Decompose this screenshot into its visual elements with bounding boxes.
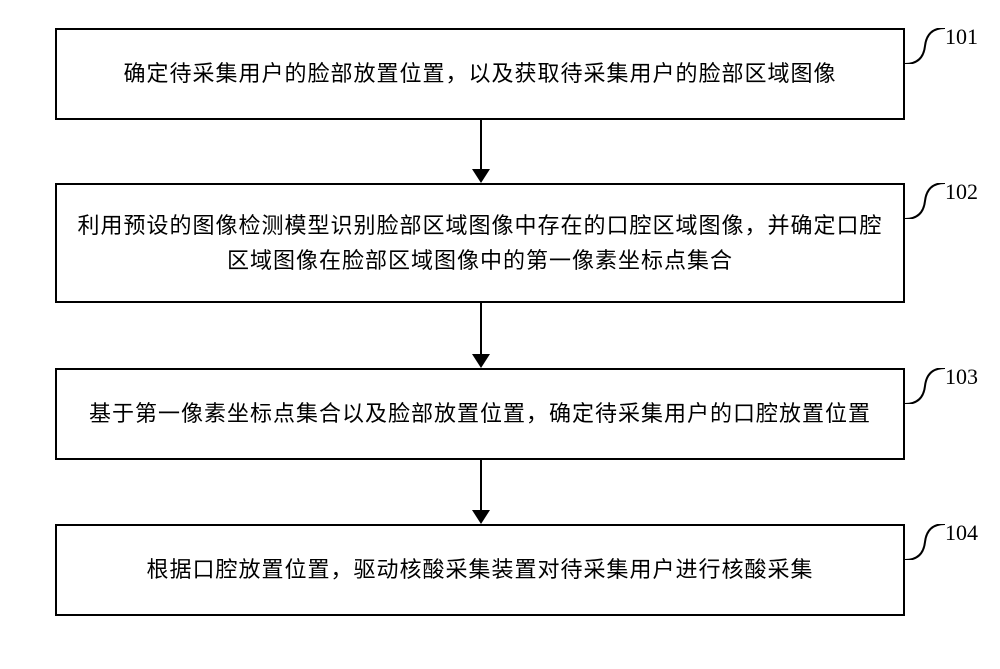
flow-arrow-line: [480, 460, 482, 510]
flow-arrow-head: [472, 169, 490, 183]
label-bracket: [905, 28, 945, 64]
flow-node-n4: 根据口腔放置位置，驱动核酸采集装置对待采集用户进行核酸采集: [55, 524, 905, 616]
flow-node-n3: 基于第一像素坐标点集合以及脸部放置位置，确定待采集用户的口腔放置位置: [55, 368, 905, 460]
label-bracket: [905, 368, 945, 404]
flow-node-text: 基于第一像素坐标点集合以及脸部放置位置，确定待采集用户的口腔放置位置: [89, 396, 871, 431]
flow-node-text: 根据口腔放置位置，驱动核酸采集装置对待采集用户进行核酸采集: [146, 552, 813, 587]
flow-node-n2: 利用预设的图像检测模型识别脸部区域图像中存在的口腔区域图像，并确定口腔区域图像在…: [55, 183, 905, 303]
flow-arrow-line: [480, 303, 482, 354]
flow-node-text: 利用预设的图像检测模型识别脸部区域图像中存在的口腔区域图像，并确定口腔区域图像在…: [77, 208, 883, 278]
flow-node-label-n3: 103: [945, 364, 978, 390]
flowchart-canvas: 确定待采集用户的脸部放置位置，以及获取待采集用户的脸部区域图像 101 利用预设的图…: [0, 0, 1000, 669]
label-bracket: [905, 183, 945, 219]
flow-arrow-line: [480, 120, 482, 169]
flow-node-label-n1: 101: [945, 24, 978, 50]
flow-node-label-n4: 104: [945, 520, 978, 546]
label-bracket: [905, 524, 945, 560]
flow-arrow-head: [472, 510, 490, 524]
flow-node-n1: 确定待采集用户的脸部放置位置，以及获取待采集用户的脸部区域图像: [55, 28, 905, 120]
flow-arrow-head: [472, 354, 490, 368]
flow-node-text: 确定待采集用户的脸部放置位置，以及获取待采集用户的脸部区域图像: [123, 56, 836, 91]
flow-node-label-n2: 102: [945, 179, 978, 205]
